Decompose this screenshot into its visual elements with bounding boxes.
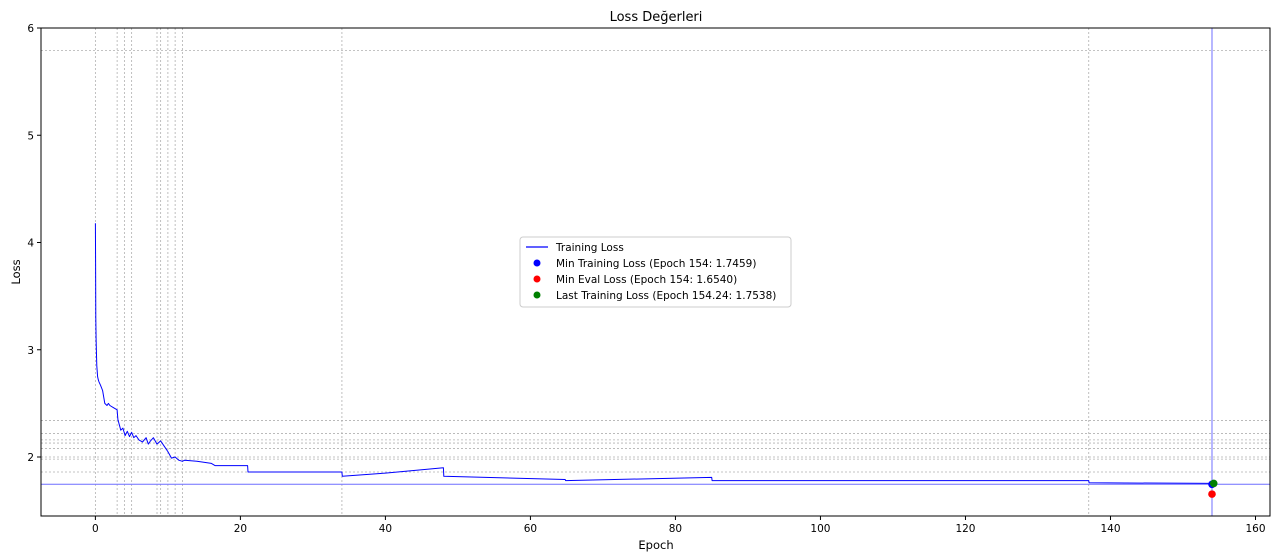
y-tick-label: 3 (27, 345, 34, 357)
legend: Training Loss Min Training Loss (Epoch 1… (519, 236, 792, 308)
grid-lines (41, 28, 1270, 516)
chart-title: Loss Değerleri (610, 10, 703, 25)
legend-min-training-loss: Min Training Loss (Epoch 154: 1.7459) (556, 258, 756, 270)
x-tick-label: 160 (1245, 523, 1265, 535)
legend-min-training-dot (533, 259, 541, 267)
legend-last-training-dot (533, 291, 541, 299)
x-tick-label: 60 (524, 523, 537, 535)
min-eval-loss-point (1208, 490, 1216, 498)
y-tick-label: 2 (27, 452, 34, 464)
y-tick-label: 5 (27, 130, 34, 142)
legend-training-loss: Training Loss (555, 242, 624, 254)
plot-frame (40, 27, 1271, 517)
legend-min-eval-dot (533, 275, 541, 283)
x-tick-label: 120 (955, 523, 975, 535)
x-tick-label: 20 (234, 523, 247, 535)
x-axis-label: Epoch (638, 538, 673, 552)
legend-last-training-loss: Last Training Loss (Epoch 154.24: 1.7538… (556, 290, 776, 302)
y-axis-label: Loss (9, 259, 23, 284)
x-tick-label: 140 (1100, 523, 1120, 535)
x-tick-label: 80 (669, 523, 682, 535)
x-tick-label: 40 (379, 523, 392, 535)
y-tick-label: 4 (27, 238, 34, 250)
training-loss-line (94, 223, 1214, 484)
y-tick-label: 6 (27, 23, 34, 35)
axis-ticks: 0 20 40 60 80 100 120 140 160 2 3 4 5 6 (27, 23, 1265, 535)
last-training-loss-point (1209, 479, 1218, 488)
legend-min-eval-loss: Min Eval Loss (Epoch 154: 1.6540) (556, 274, 737, 286)
x-tick-label: 0 (92, 523, 99, 535)
x-tick-label: 100 (810, 523, 830, 535)
plot-area (41, 28, 1270, 516)
legend-box (519, 236, 792, 308)
